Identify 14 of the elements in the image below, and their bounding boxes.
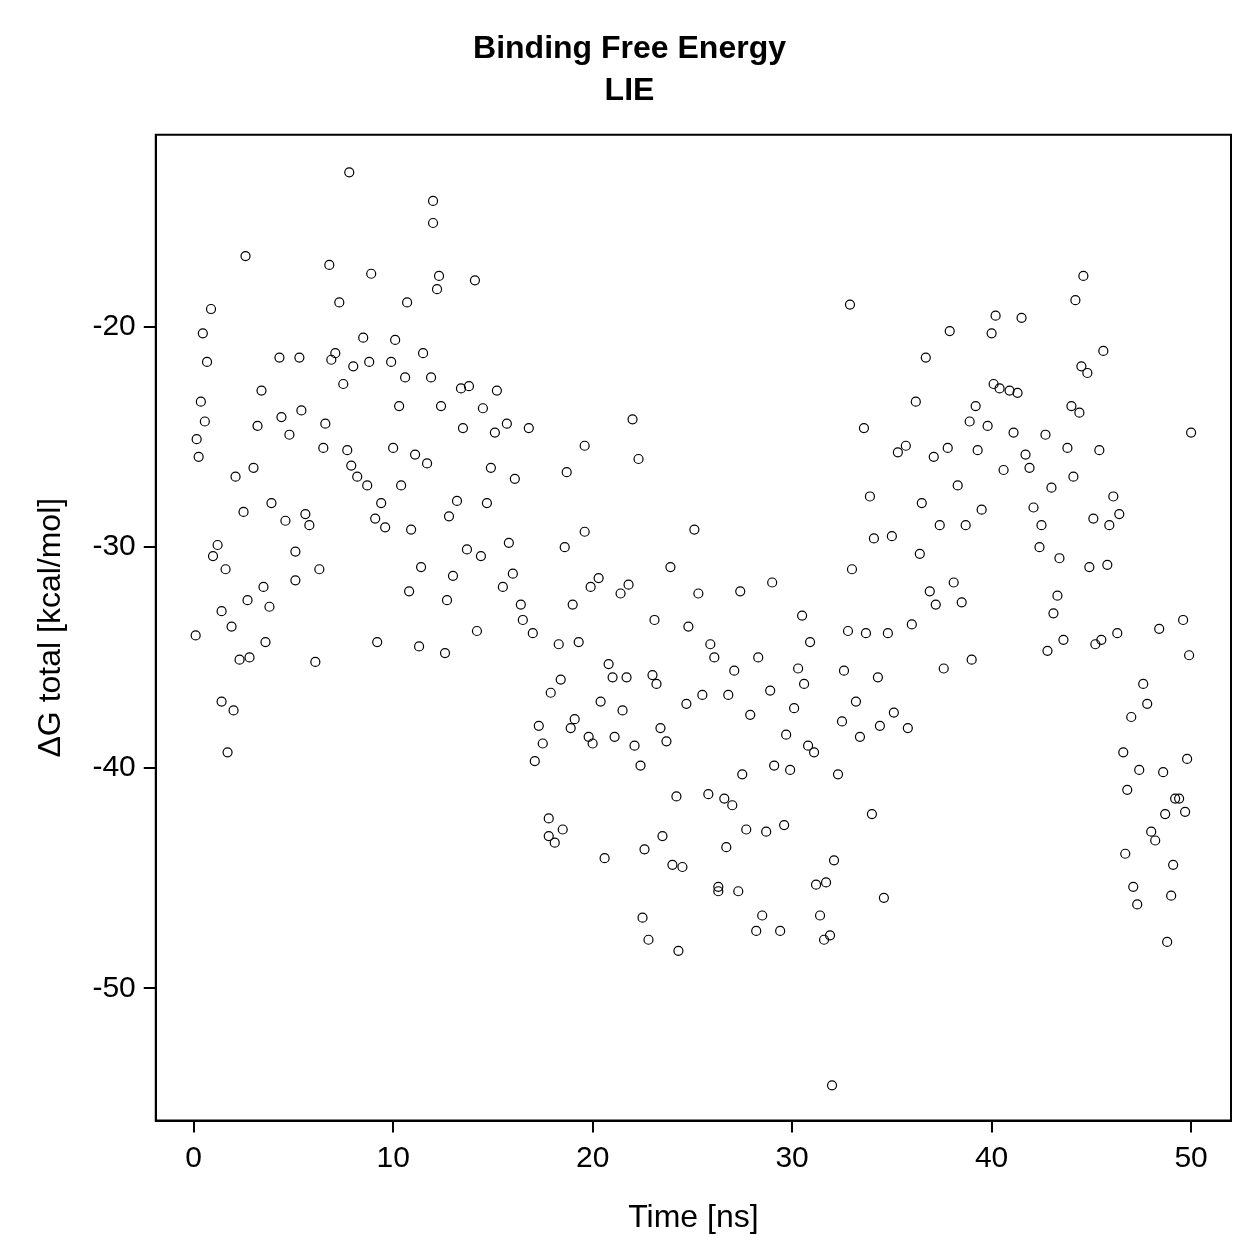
y-tick-label: -40 xyxy=(92,749,136,783)
y-tick-label: -50 xyxy=(92,969,136,1003)
x-tick-label: 30 xyxy=(775,1139,809,1173)
x-tick-label: 50 xyxy=(1174,1139,1208,1173)
chart-title: Binding Free Energy xyxy=(473,29,787,66)
y-tick-label: -20 xyxy=(92,307,136,341)
chart-subtitle: LIE xyxy=(604,71,655,108)
x-tick-label: 40 xyxy=(974,1139,1009,1173)
x-tick-label: 20 xyxy=(575,1139,610,1173)
y-tick-label: -30 xyxy=(92,528,136,562)
y-axis-title: ΔG total [kcal/mol] xyxy=(31,497,68,758)
x-tick-label: 10 xyxy=(376,1139,410,1173)
x-axis-title: Time [ns] xyxy=(628,1197,759,1234)
x-tick-label: 0 xyxy=(185,1139,203,1173)
